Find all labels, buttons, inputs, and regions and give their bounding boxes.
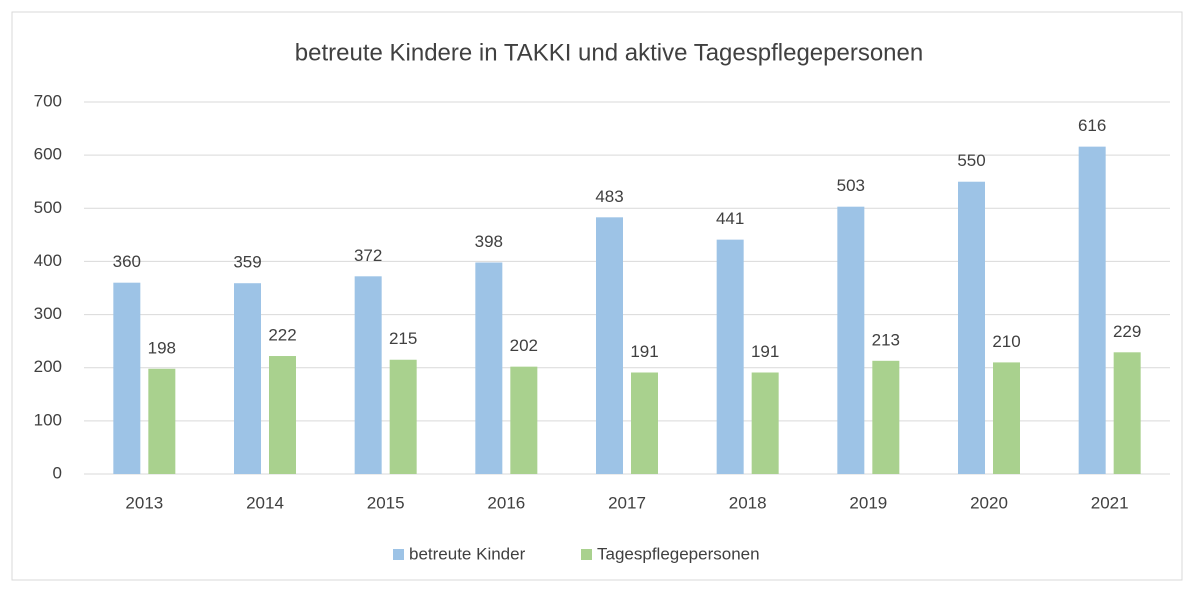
bar bbox=[389, 359, 417, 474]
bar bbox=[148, 368, 176, 474]
bar bbox=[234, 283, 261, 474]
y-tick-label: 700 bbox=[34, 91, 62, 110]
bar bbox=[475, 262, 503, 474]
data-label: 215 bbox=[389, 329, 417, 348]
bar bbox=[510, 366, 538, 474]
x-tick-label: 2020 bbox=[970, 493, 1008, 512]
data-label: 229 bbox=[1113, 322, 1141, 341]
x-tick-label: 2017 bbox=[608, 493, 646, 512]
y-tick-label: 0 bbox=[53, 463, 62, 482]
x-tick-label: 2016 bbox=[487, 493, 525, 512]
data-label: 359 bbox=[233, 253, 261, 272]
data-label: 191 bbox=[751, 342, 779, 361]
data-label: 372 bbox=[354, 246, 382, 265]
chart-title: betreute Kindere in TAKKI und aktive Tag… bbox=[295, 39, 923, 66]
x-tick-label: 2018 bbox=[729, 493, 767, 512]
data-label: 191 bbox=[630, 342, 658, 361]
bar bbox=[631, 372, 658, 474]
data-label: 202 bbox=[510, 336, 538, 355]
bar bbox=[113, 282, 141, 474]
legend-label: Tagespflegepersonen bbox=[597, 544, 760, 563]
data-label: 360 bbox=[113, 252, 141, 271]
y-tick-label: 600 bbox=[34, 145, 62, 164]
x-tick-label: 2013 bbox=[125, 493, 163, 512]
x-tick-label: 2019 bbox=[849, 493, 887, 512]
bar bbox=[837, 206, 865, 475]
bar bbox=[993, 362, 1020, 474]
bar bbox=[354, 276, 382, 474]
data-label: 616 bbox=[1078, 116, 1106, 135]
y-tick-label: 500 bbox=[34, 198, 62, 217]
data-label: 398 bbox=[475, 232, 503, 251]
bar bbox=[751, 372, 779, 474]
data-label: 198 bbox=[148, 338, 176, 357]
y-tick-label: 100 bbox=[34, 410, 62, 429]
data-label: 222 bbox=[268, 326, 296, 345]
x-tick-label: 2021 bbox=[1091, 493, 1129, 512]
x-tick-label: 2015 bbox=[367, 493, 405, 512]
legend-swatch bbox=[393, 549, 404, 560]
bar bbox=[269, 356, 296, 474]
bar bbox=[872, 360, 900, 474]
data-label: 210 bbox=[992, 332, 1020, 351]
data-label: 213 bbox=[872, 330, 900, 349]
data-label: 483 bbox=[595, 187, 623, 206]
y-tick-label: 400 bbox=[34, 251, 62, 270]
bar bbox=[1113, 352, 1141, 474]
bar bbox=[596, 217, 623, 474]
x-tick-label: 2014 bbox=[246, 493, 284, 512]
bar bbox=[1078, 146, 1106, 474]
legend-label: betreute Kinder bbox=[409, 544, 526, 563]
y-tick-label: 200 bbox=[34, 357, 62, 376]
data-label: 550 bbox=[957, 151, 985, 170]
legend-swatch bbox=[581, 549, 592, 560]
bar bbox=[716, 239, 744, 474]
data-label: 441 bbox=[716, 209, 744, 228]
data-label: 503 bbox=[837, 176, 865, 195]
y-tick-label: 300 bbox=[34, 304, 62, 323]
bar bbox=[958, 181, 985, 474]
